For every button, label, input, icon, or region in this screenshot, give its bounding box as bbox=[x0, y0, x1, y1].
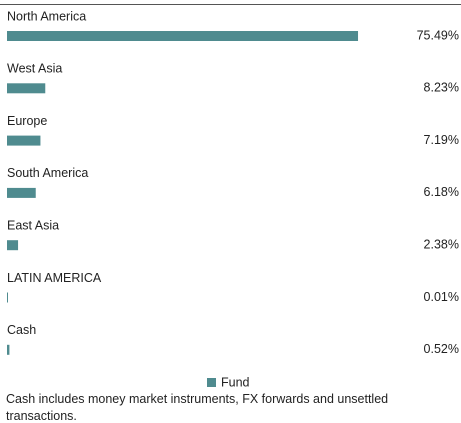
category-label: LATIN AMERICA bbox=[7, 271, 102, 285]
bar bbox=[7, 31, 359, 41]
value-label: 2.38% bbox=[424, 237, 459, 251]
value-label: 0.01% bbox=[424, 290, 459, 304]
category-label: North America bbox=[7, 9, 86, 23]
bar bbox=[7, 135, 41, 146]
bar bbox=[7, 292, 8, 303]
value-label: 8.23% bbox=[424, 81, 459, 95]
value-label: 6.18% bbox=[424, 185, 459, 199]
legend-swatch bbox=[207, 378, 216, 387]
bar bbox=[7, 83, 46, 94]
value-label: 7.19% bbox=[424, 133, 459, 147]
value-label: 0.52% bbox=[424, 342, 459, 356]
footnote: Cash includes money market instruments, … bbox=[6, 392, 389, 423]
value-label: 75.49% bbox=[417, 28, 459, 42]
category-label: South America bbox=[7, 166, 88, 180]
legend-label: Fund bbox=[221, 375, 250, 389]
category-label: Europe bbox=[7, 114, 47, 128]
category-label: West Asia bbox=[7, 62, 62, 76]
bar bbox=[7, 187, 36, 198]
bar bbox=[7, 344, 10, 355]
category-label: East Asia bbox=[7, 218, 59, 232]
bar bbox=[7, 240, 19, 251]
category-label: Cash bbox=[7, 323, 36, 337]
